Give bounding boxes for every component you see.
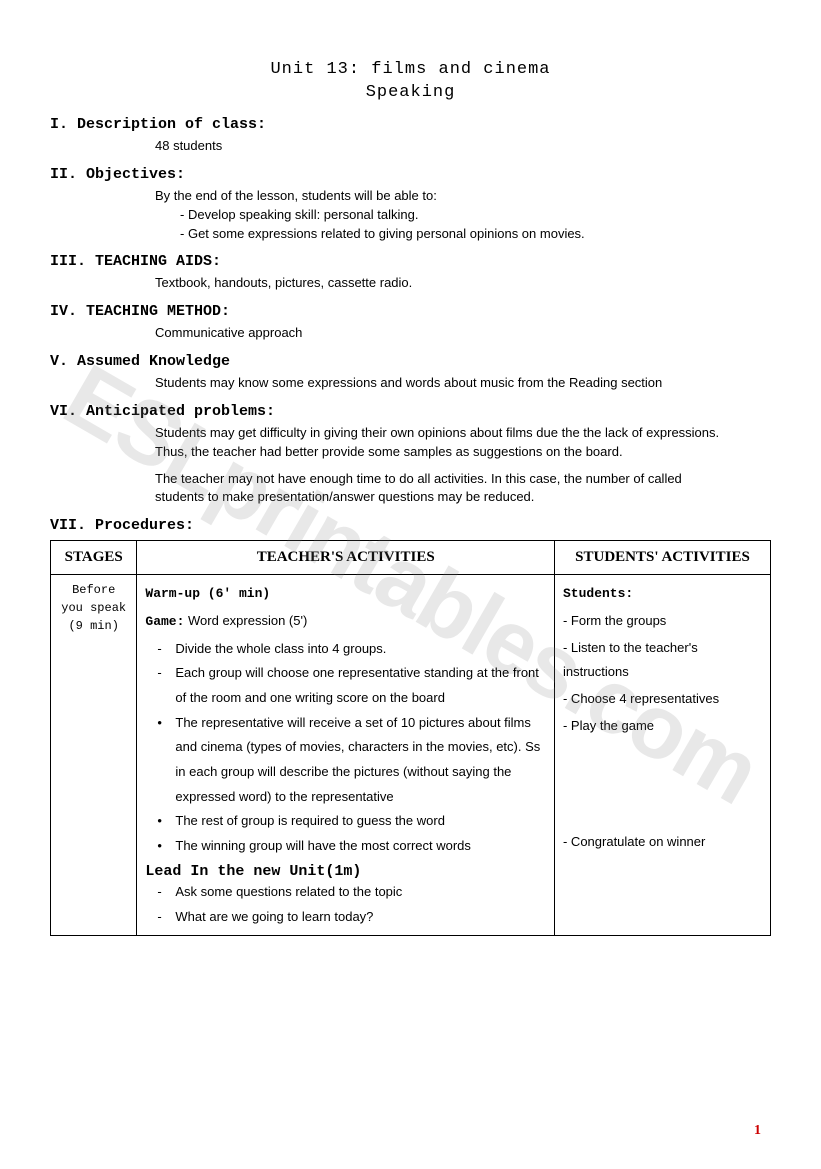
section-2-bullet-1: Develop speaking skill: personal talking…: [180, 206, 771, 225]
section-3-head: III. TEACHING AIDS:: [50, 253, 771, 270]
teacher-dot-list: The representative will receive a set of…: [145, 711, 546, 859]
list-item: Each group will choose one representativ…: [175, 661, 546, 710]
page-number: 1: [754, 1123, 761, 1139]
section-4-body: Communicative approach: [155, 324, 771, 343]
col-head-teacher: TEACHER'S ACTIVITIES: [137, 541, 555, 575]
section-1-head: I. Description of class:: [50, 116, 771, 133]
stage-line-3: (9 min): [59, 617, 128, 635]
cell-stage: Before you speak (9 min): [51, 575, 137, 936]
table-row: Before you speak (9 min) Warm-up (6' min…: [51, 575, 771, 936]
cell-teacher: Warm-up (6' min) Game: Word expression (…: [137, 575, 555, 936]
student-item-2: - Listen to the teacher's instructions: [563, 636, 762, 685]
lead-in-head: Lead In the new Unit(1m): [145, 863, 546, 880]
list-item: Ask some questions related to the topic: [175, 880, 546, 905]
list-item: The representative will receive a set of…: [175, 711, 546, 810]
student-item-5: - Congratulate on winner: [563, 830, 762, 855]
teacher-dash-list: Divide the whole class into 4 groups. Ea…: [145, 637, 546, 711]
list-item: What are we going to learn today?: [175, 905, 546, 930]
col-head-students: STUDENTS' ACTIVITIES: [554, 541, 770, 575]
section-2-intro: By the end of the lesson, students will …: [155, 187, 771, 206]
procedures-table: STAGES TEACHER'S ACTIVITIES STUDENTS' AC…: [50, 540, 771, 936]
teacher-lead-list: Ask some questions related to the topic …: [145, 880, 546, 929]
section-1-body: 48 students: [155, 137, 771, 156]
student-item-1: - Form the groups: [563, 609, 762, 634]
section-3-body: Textbook, handouts, pictures, cassette r…: [155, 274, 771, 293]
list-item: The rest of group is required to guess t…: [175, 809, 546, 834]
section-6-head: VI. Anticipated problems:: [50, 403, 771, 420]
student-item-4: - Play the game: [563, 714, 762, 739]
section-6-p2: The teacher may not have enough time to …: [155, 470, 731, 508]
section-6-p1: Students may get difficulty in giving th…: [155, 424, 731, 462]
stage-line-1: Before: [59, 581, 128, 599]
students-head: Students:: [563, 586, 633, 601]
section-2-bullet-2: Get some expressions related to giving p…: [180, 225, 771, 244]
title-line-1: Unit 13: films and cinema: [50, 60, 771, 79]
col-head-stages: STAGES: [51, 541, 137, 575]
section-5-head: V. Assumed Knowledge: [50, 353, 771, 370]
warmup-head: Warm-up (6' min): [145, 586, 270, 601]
section-4-head: IV. TEACHING METHOD:: [50, 303, 771, 320]
cell-students: Students: - Form the groups - Listen to …: [554, 575, 770, 936]
title-line-2: Speaking: [50, 83, 771, 102]
list-item: The winning group will have the most cor…: [175, 834, 546, 859]
document-title: Unit 13: films and cinema Speaking: [50, 60, 771, 102]
game-title: Word expression (5'): [184, 613, 307, 628]
student-item-3: - Choose 4 representatives: [563, 687, 762, 712]
stage-line-2: you speak: [59, 599, 128, 617]
section-5-body: Students may know some expressions and w…: [155, 374, 731, 393]
list-item: Divide the whole class into 4 groups.: [175, 637, 546, 662]
table-header-row: STAGES TEACHER'S ACTIVITIES STUDENTS' AC…: [51, 541, 771, 575]
section-7-head: VII. Procedures:: [50, 517, 771, 534]
game-label: Game:: [145, 614, 184, 629]
section-2-head: II. Objectives:: [50, 166, 771, 183]
